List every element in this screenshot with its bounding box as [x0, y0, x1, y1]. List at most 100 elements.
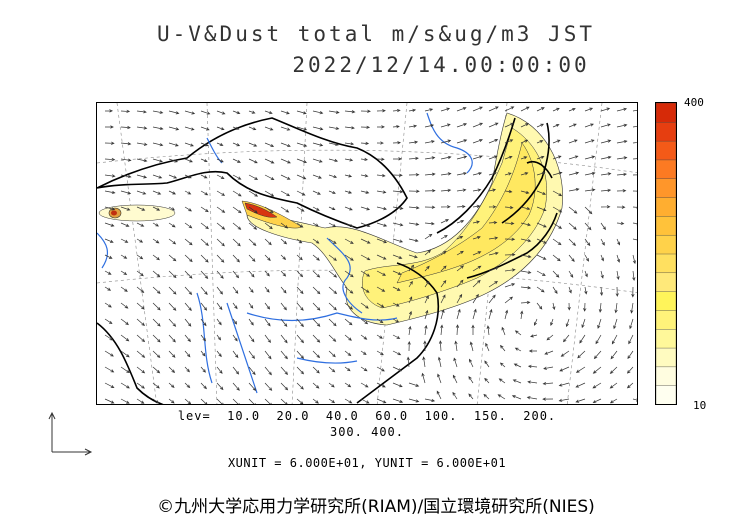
- wind-arrow: [600, 123, 611, 128]
- wind-arrow: [568, 286, 572, 294]
- wind-arrow: [520, 310, 524, 320]
- wind-arrow: [440, 309, 445, 320]
- wind-arrow: [436, 390, 442, 400]
- wind-arrow: [376, 350, 384, 356]
- wind-arrow: [472, 308, 477, 320]
- wind-arrow: [216, 318, 222, 326]
- wind-arrow: [328, 334, 337, 342]
- wind-arrow: [504, 122, 514, 128]
- wind-arrow: [296, 366, 305, 375]
- wind-arrow: [575, 366, 586, 373]
- wind-arrow: [200, 334, 206, 342]
- wind-arrow: [120, 382, 130, 389]
- wind-arrow: [536, 123, 545, 128]
- wind-arrow: [440, 279, 447, 288]
- wind-arrow: [559, 366, 570, 372]
- wind-arrow: [264, 366, 272, 376]
- wind-arrow: [312, 206, 320, 211]
- wind-arrow: [424, 295, 429, 304]
- wind-arrow: [136, 238, 144, 243]
- wind-arrow: [296, 110, 307, 115]
- wind-arrow: [280, 142, 291, 148]
- wind-arrow: [552, 139, 561, 144]
- wind-arrow: [392, 302, 400, 307]
- wind-arrow: [408, 108, 417, 112]
- wind-arrow: [424, 156, 436, 160]
- wind-arrow: [120, 109, 131, 113]
- wind-arrow: [216, 142, 224, 146]
- wind-arrow: [104, 302, 112, 308]
- colorbar-swatch: [655, 309, 677, 330]
- wind-arrow: [152, 286, 161, 294]
- wind-arrow: [504, 296, 514, 304]
- colorbar: [655, 102, 677, 405]
- wind-arrow: [584, 123, 594, 128]
- wind-arrow: [136, 286, 145, 294]
- wind-arrow: [104, 174, 116, 178]
- wind-arrow: [592, 366, 602, 374]
- wind-arrow: [248, 350, 255, 359]
- wind-arrow: [392, 206, 404, 210]
- wind-arrow: [520, 190, 530, 194]
- wind-arrow: [584, 238, 591, 247]
- wind-arrow: [486, 325, 490, 336]
- wind-arrow: [408, 173, 420, 177]
- wind-arrow: [184, 126, 195, 131]
- wind-arrow: [248, 222, 258, 230]
- wind-arrow: [533, 318, 538, 326]
- wind-arrow: [552, 206, 563, 213]
- wind-arrow: [168, 318, 177, 327]
- wind-arrow: [152, 222, 160, 227]
- wind-arrow: [408, 280, 413, 288]
- wind-arrow: [472, 188, 482, 192]
- wind-arrow: [280, 174, 291, 180]
- wind-arrow: [376, 206, 387, 211]
- wind-arrow: [520, 222, 531, 227]
- wind-arrow: [536, 190, 547, 195]
- wind-arrow: [536, 302, 543, 310]
- wind-arrow: [296, 126, 308, 131]
- wind-arrow: [296, 222, 304, 228]
- wind-arrow: [609, 366, 618, 374]
- wind-arrow: [200, 382, 207, 390]
- wind-arrow: [248, 206, 258, 214]
- wind-arrow: [216, 366, 223, 374]
- wind-arrow: [280, 350, 288, 360]
- wind-arrow: [632, 398, 637, 402]
- wind-arrow: [152, 206, 161, 211]
- wind-arrow: [344, 110, 356, 114]
- wind-arrow: [168, 206, 175, 211]
- wind-arrow: [520, 172, 529, 176]
- wind-arrow: [408, 398, 420, 403]
- wind-arrow: [513, 363, 522, 368]
- wind-arrow: [488, 281, 498, 288]
- wind-arrow: [152, 126, 164, 131]
- wind-arrow: [440, 172, 452, 176]
- wind-arrow: [472, 155, 483, 160]
- wind-arrow: [488, 236, 499, 240]
- wind-arrow: [152, 270, 161, 278]
- colorbar-swatch: [655, 121, 677, 142]
- wind-arrow: [216, 126, 225, 131]
- wind-arrow: [360, 190, 370, 194]
- wind-arrow: [360, 238, 371, 244]
- wind-arrow: [552, 107, 560, 112]
- wind-arrow: [168, 302, 177, 311]
- wind-arrow: [248, 302, 254, 309]
- wind-arrow: [312, 142, 324, 147]
- wind-arrow: [376, 254, 387, 260]
- wind-arrow: [136, 350, 146, 358]
- wind-arrow: [438, 340, 443, 352]
- wind-arrow: [104, 109, 114, 113]
- wind-arrow: [632, 270, 636, 281]
- wind-arrow: [296, 286, 304, 295]
- wind-arrow: [280, 190, 291, 197]
- wind-arrow: [232, 222, 242, 230]
- colorbar-swatch: [655, 384, 677, 405]
- wind-arrow: [168, 222, 176, 228]
- wind-arrow: [392, 108, 401, 113]
- wind-arrow: [520, 270, 532, 274]
- wind-arrow: [456, 308, 461, 320]
- wind-arrow: [168, 350, 176, 358]
- wind-arrow: [616, 254, 621, 263]
